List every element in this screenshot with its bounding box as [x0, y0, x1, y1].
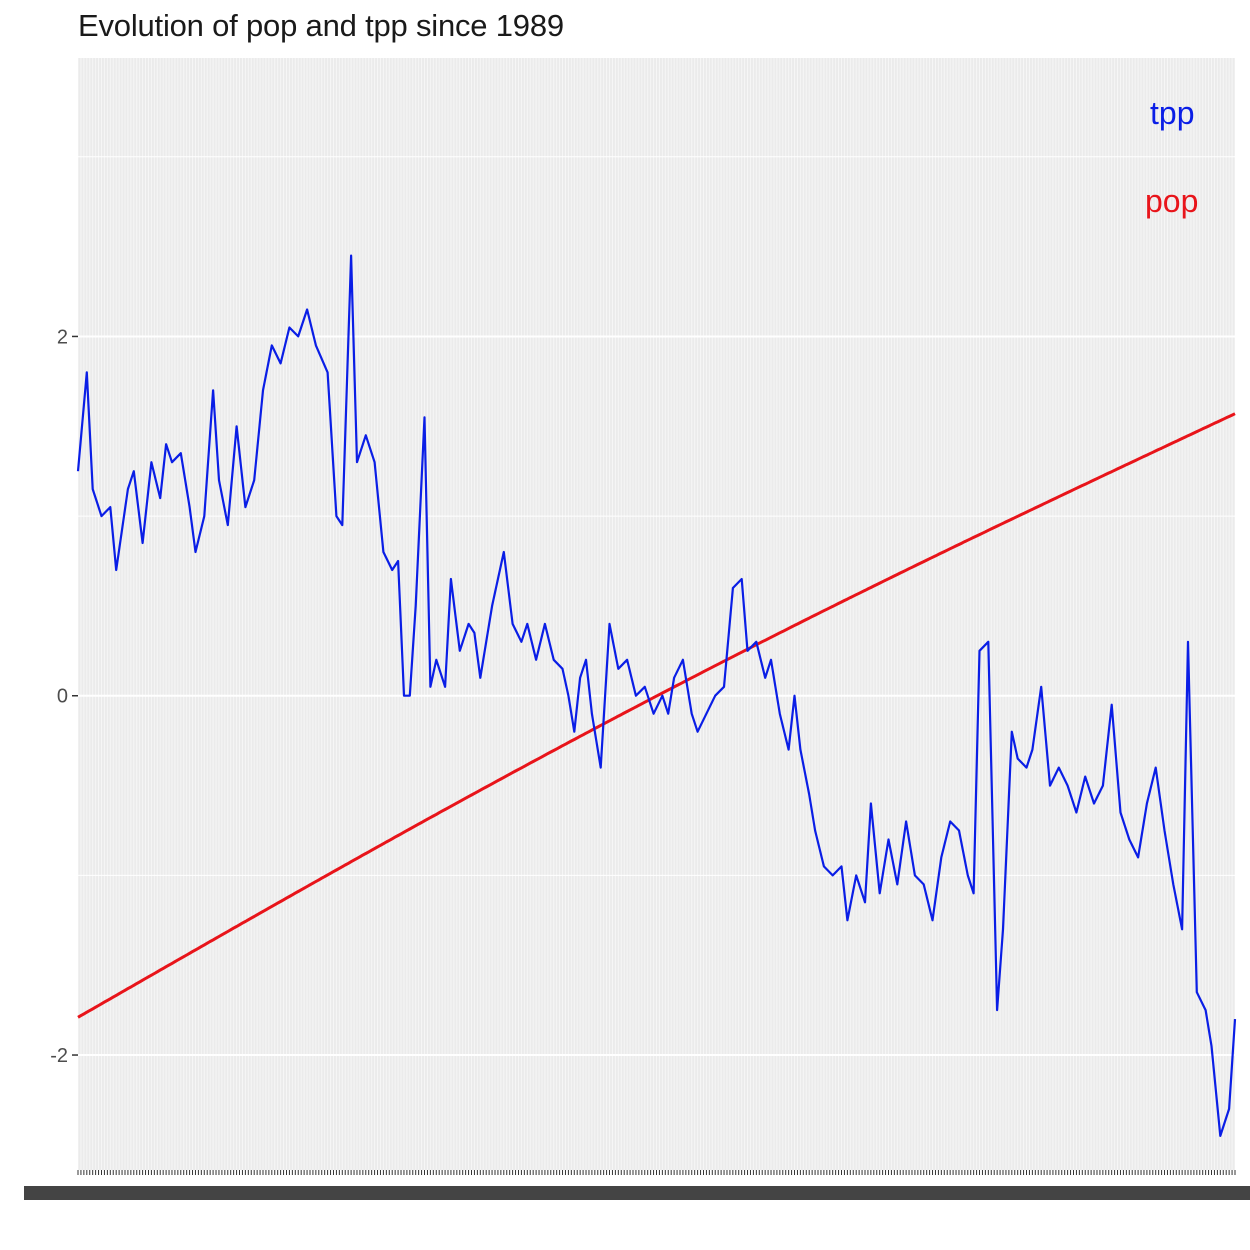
- y-tick-label: -2: [50, 1045, 68, 1067]
- x-axis-scrollbar: [24, 1186, 1250, 1200]
- x-axis-ticks: [77, 1170, 1236, 1175]
- legend-label-tpp: tpp: [1150, 95, 1194, 131]
- legend-label-pop: pop: [1145, 183, 1198, 219]
- vertical-gridlines: [77, 58, 1236, 1170]
- series-line-pop: [77, 412, 1236, 1019]
- series-line-tpp: [76, 254, 1237, 1137]
- y-axis: -2 0 2: [50, 326, 78, 1067]
- chart-title: Evolution of pop and tpp since 1989: [78, 8, 564, 43]
- y-tick-label: 0: [57, 686, 68, 708]
- y-tick-label: 2: [57, 326, 68, 348]
